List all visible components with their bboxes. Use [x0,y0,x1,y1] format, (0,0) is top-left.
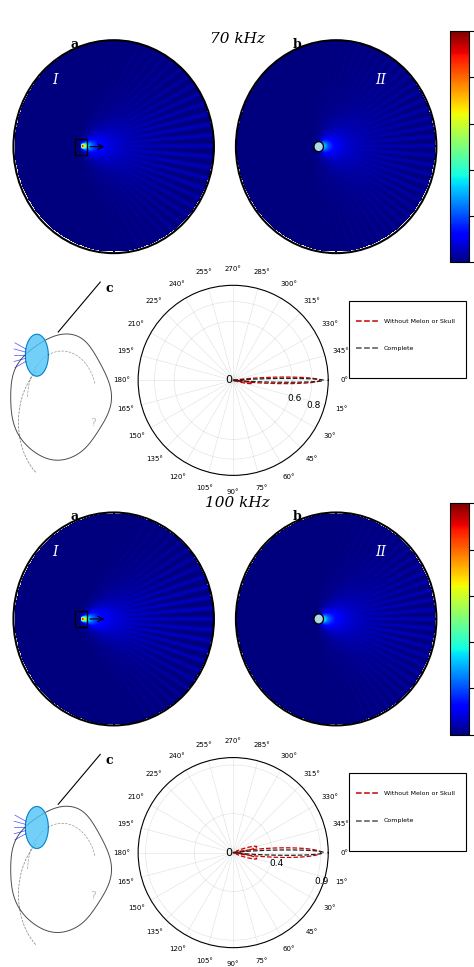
Without Melon or Skull [239,848,245,860]
Text: II: II [375,544,386,559]
Circle shape [314,614,324,624]
Complete [239,848,245,860]
Without Melon or Skull [239,376,245,388]
Text: Without Melon or Skull: Without Melon or Skull [383,791,455,796]
Without Melon or Skull [317,374,323,386]
Without Melon or Skull [230,847,236,859]
Text: a: a [70,511,78,523]
Text: Without Melon or Skull: Without Melon or Skull [383,319,455,324]
Complete [319,375,325,387]
Without Melon or Skull [232,846,237,858]
Polygon shape [26,335,48,376]
Without Melon or Skull [270,851,275,863]
Without Melon or Skull [316,375,321,387]
Complete [280,372,286,384]
Text: II: II [375,73,386,87]
Complete [230,374,236,386]
Text: b: b [292,38,301,51]
Complete [321,847,327,859]
Polygon shape [26,806,48,848]
Without Melon or Skull [273,371,278,383]
Complete [280,844,286,856]
Complete [271,849,277,861]
Without Melon or Skull [278,842,284,854]
Text: I: I [53,73,58,87]
Complete [239,375,245,387]
Text: Complete: Complete [383,346,414,351]
Complete [230,374,236,386]
Complete [275,372,281,384]
Text: 70 kHz: 70 kHz [210,32,264,45]
Text: 100 kHz: 100 kHz [205,496,269,510]
Without Melon or Skull [269,378,275,390]
Complete [232,374,238,386]
Without Melon or Skull [273,842,279,854]
Without Melon or Skull [317,848,322,860]
FancyBboxPatch shape [349,301,465,378]
Text: a: a [70,38,78,51]
Line: Complete: Complete [233,850,324,855]
Circle shape [314,141,324,152]
Without Melon or Skull [230,847,236,859]
Text: c: c [106,282,114,295]
Text: Complete: Complete [383,818,414,823]
Complete [271,376,277,388]
Text: c: c [106,754,114,767]
Line: Without Melon or Skull: Without Melon or Skull [233,848,321,858]
Text: I: I [53,544,58,559]
Line: Without Melon or Skull: Without Melon or Skull [233,377,320,384]
Without Melon or Skull [318,847,324,859]
Complete [319,847,325,859]
Text: ?: ? [91,891,97,900]
Text: b: b [292,511,301,523]
Bar [75,611,87,627]
Text: 0: 0 [225,375,232,385]
Complete [274,844,280,856]
Without Melon or Skull [230,374,236,386]
Complete [321,374,327,386]
Bar [75,138,87,155]
Without Melon or Skull [278,371,283,383]
Line: Complete: Complete [233,378,324,382]
Complete [230,847,236,859]
Without Melon or Skull [232,374,237,386]
Text: 0: 0 [225,848,232,858]
FancyBboxPatch shape [349,773,465,851]
Without Melon or Skull [230,374,236,386]
Complete [232,846,238,858]
Complete [230,847,236,859]
Text: ?: ? [91,419,97,428]
